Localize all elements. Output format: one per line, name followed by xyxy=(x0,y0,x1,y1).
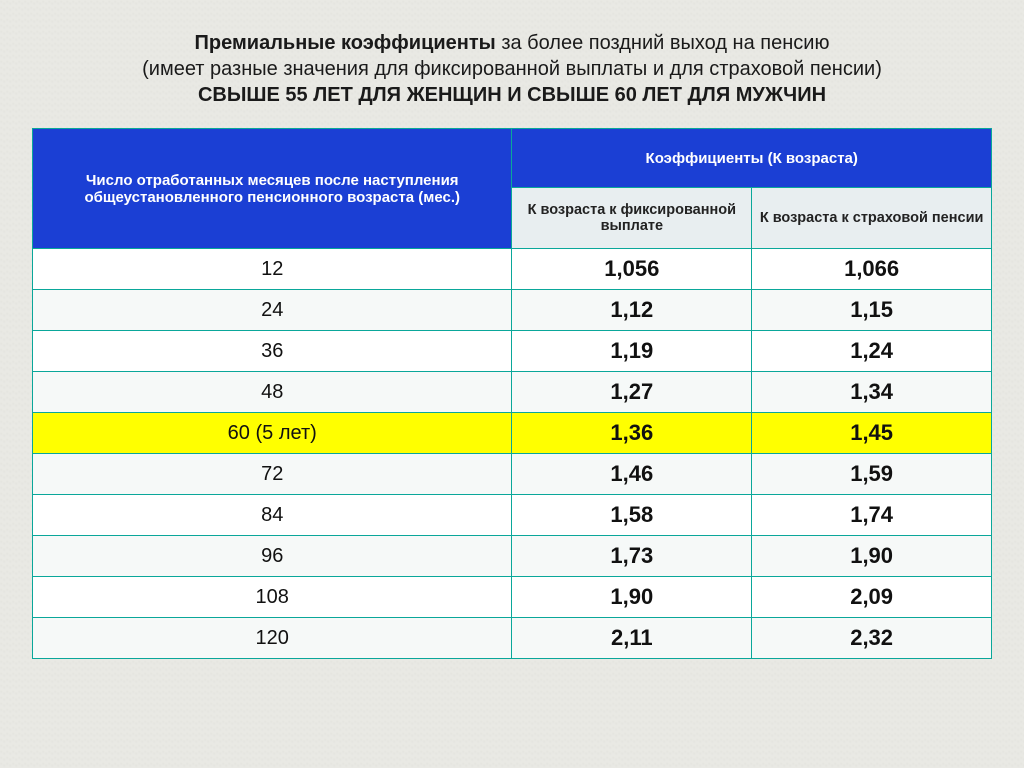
title-line-2: (имеет разные значения для фиксированной… xyxy=(142,58,882,80)
title-rest-1: за более поздний выход на пенсию xyxy=(496,32,830,54)
title-line-3: СВЫШЕ 55 ЛЕТ ДЛЯ ЖЕНЩИН И СВЫШЕ 60 ЛЕТ Д… xyxy=(198,84,826,106)
table-head: Число отработанных месяцев после наступл… xyxy=(33,129,992,249)
cell-coef-fixed: 1,36 xyxy=(512,413,752,454)
title-bold-1: Премиальные коэффициенты xyxy=(195,32,496,54)
cell-coef-insurance: 1,74 xyxy=(752,495,992,536)
table-row: 961,731,90 xyxy=(33,536,992,577)
cell-coef-fixed: 2,11 xyxy=(512,618,752,659)
title-block: Премиальные коэффициенты за более поздни… xyxy=(50,30,974,108)
cell-months: 60 (5 лет) xyxy=(33,413,512,454)
slide: Премиальные коэффициенты за более поздни… xyxy=(0,0,1024,768)
cell-months: 120 xyxy=(33,618,512,659)
cell-coef-fixed: 1,58 xyxy=(512,495,752,536)
cell-months: 36 xyxy=(33,331,512,372)
table-body: 121,0561,066241,121,15361,191,24481,271,… xyxy=(33,249,992,659)
cell-months: 96 xyxy=(33,536,512,577)
header-coef-group: Коэффициенты (К возраста) xyxy=(512,129,992,188)
cell-months: 12 xyxy=(33,249,512,290)
cell-coef-insurance: 1,24 xyxy=(752,331,992,372)
cell-coef-fixed: 1,73 xyxy=(512,536,752,577)
table-row: 121,0561,066 xyxy=(33,249,992,290)
cell-months: 24 xyxy=(33,290,512,331)
cell-coef-insurance: 1,45 xyxy=(752,413,992,454)
table-row: 241,121,15 xyxy=(33,290,992,331)
header-coef-fixed: К возраста к фиксированной выплате xyxy=(512,188,752,249)
header-coef-insurance: К возраста к страховой пенсии xyxy=(752,188,992,249)
cell-months: 48 xyxy=(33,372,512,413)
cell-months: 72 xyxy=(33,454,512,495)
table-row: 721,461,59 xyxy=(33,454,992,495)
table-row: 481,271,34 xyxy=(33,372,992,413)
cell-coef-insurance: 1,34 xyxy=(752,372,992,413)
cell-coef-insurance: 1,066 xyxy=(752,249,992,290)
table-row: 1081,902,09 xyxy=(33,577,992,618)
cell-coef-insurance: 1,90 xyxy=(752,536,992,577)
cell-coef-insurance: 1,15 xyxy=(752,290,992,331)
cell-months: 108 xyxy=(33,577,512,618)
cell-coef-fixed: 1,19 xyxy=(512,331,752,372)
header-months: Число отработанных месяцев после наступл… xyxy=(33,129,512,249)
table-row: 60 (5 лет)1,361,45 xyxy=(33,413,992,454)
cell-coef-fixed: 1,27 xyxy=(512,372,752,413)
cell-coef-fixed: 1,12 xyxy=(512,290,752,331)
table-row: 1202,112,32 xyxy=(33,618,992,659)
cell-coef-fixed: 1,46 xyxy=(512,454,752,495)
cell-months: 84 xyxy=(33,495,512,536)
table-row: 361,191,24 xyxy=(33,331,992,372)
cell-coef-insurance: 1,59 xyxy=(752,454,992,495)
table-row: 841,581,74 xyxy=(33,495,992,536)
cell-coef-insurance: 2,32 xyxy=(752,618,992,659)
cell-coef-fixed: 1,90 xyxy=(512,577,752,618)
cell-coef-fixed: 1,056 xyxy=(512,249,752,290)
cell-coef-insurance: 2,09 xyxy=(752,577,992,618)
coefficients-table: Число отработанных месяцев после наступл… xyxy=(32,128,992,659)
